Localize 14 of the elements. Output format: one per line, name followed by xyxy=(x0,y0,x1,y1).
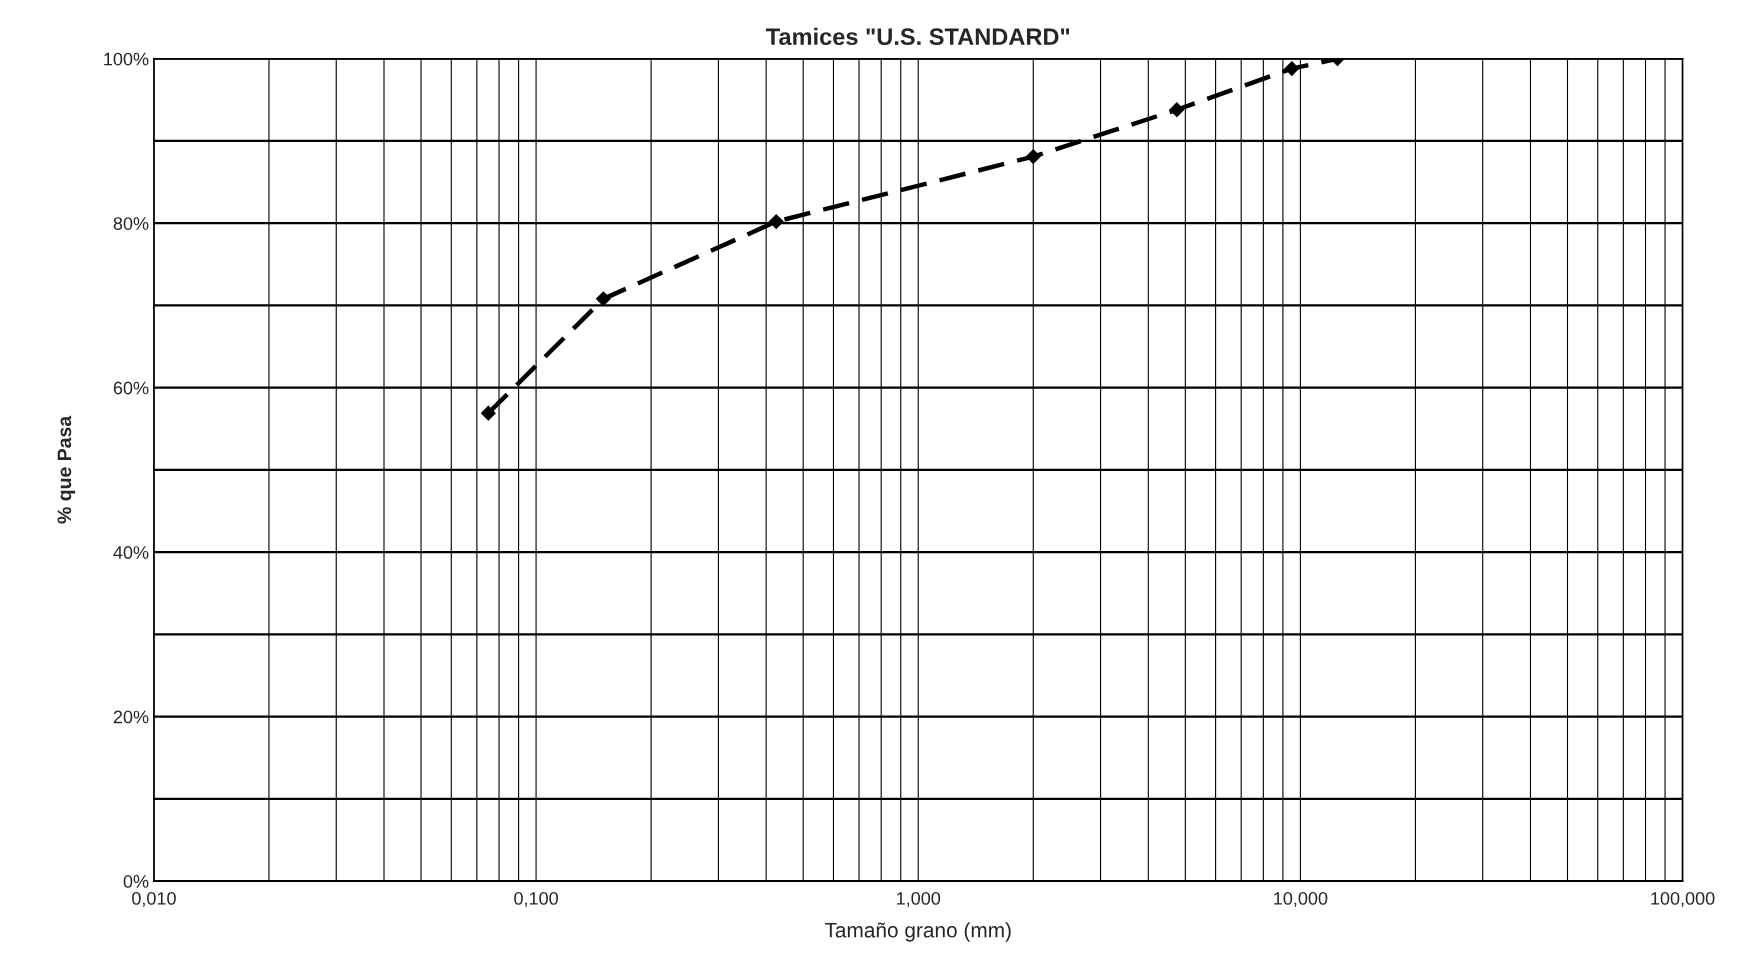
y-tick-label: 100% xyxy=(104,52,149,66)
y-tick-label: 40% xyxy=(113,546,149,559)
y-tick-label: 20% xyxy=(113,710,149,724)
x-tick-label: 0,010 xyxy=(132,891,176,907)
chart-title: Tamices "U.S. STANDARD" xyxy=(766,27,1070,46)
x-tick-label: 0,100 xyxy=(514,891,558,907)
x-axis-title: Tamaño grano (mm) xyxy=(824,922,1011,942)
x-tick-label: 100,000 xyxy=(1651,891,1715,907)
y-axis-title: % que Pasa xyxy=(57,415,76,524)
x-tick-label: 1,000 xyxy=(897,891,941,907)
y-tick-label: 0% xyxy=(123,875,149,888)
y-tick-label: 80% xyxy=(113,217,149,230)
y-tick-label: 60% xyxy=(113,381,149,395)
x-tick-label: 10,000 xyxy=(1274,891,1328,907)
